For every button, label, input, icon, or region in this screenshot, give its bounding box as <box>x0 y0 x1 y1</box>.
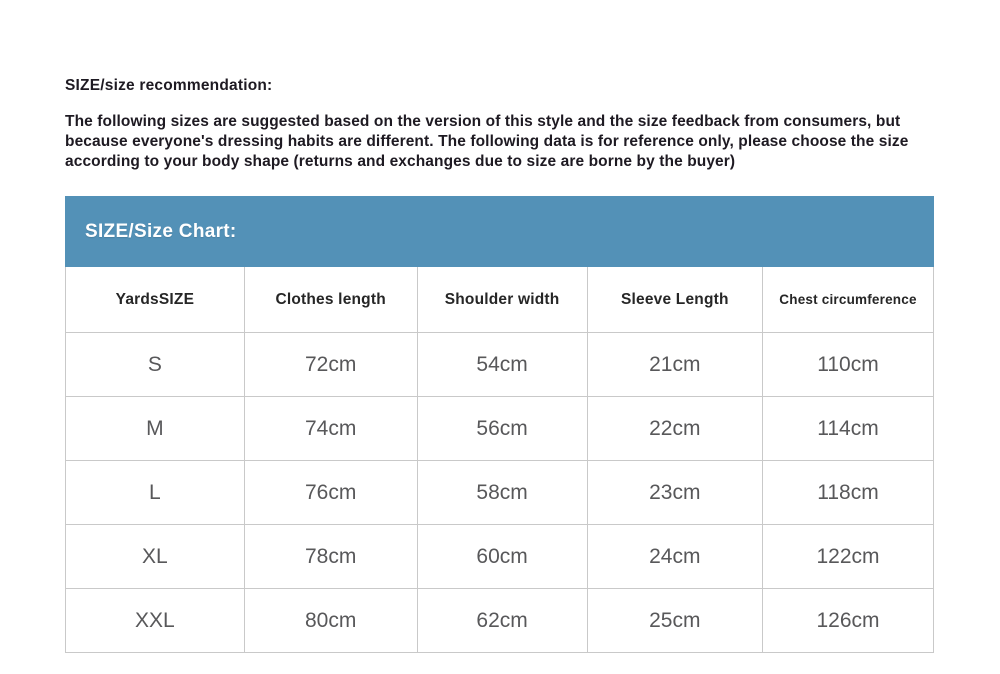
table-row-m: M 74cm 56cm 22cm 114cm <box>65 396 935 461</box>
cell-shoulder-width: 62cm <box>416 588 588 653</box>
size-guide-content: SIZE/size recommendation: The following … <box>65 0 935 653</box>
column-header-size: YardsSIZE <box>65 267 245 333</box>
cell-clothes-length: 78cm <box>243 524 418 589</box>
column-header-clothes-length: Clothes length <box>243 267 418 333</box>
column-header-shoulder-width: Shoulder width <box>416 267 588 333</box>
cell-sleeve-length: 22cm <box>586 396 763 461</box>
cell-sleeve-length: 21cm <box>586 332 763 397</box>
cell-clothes-length: 76cm <box>243 460 418 525</box>
size-chart-table: YardsSIZE Clothes length Shoulder width … <box>65 267 935 653</box>
size-chart-header-bar: SIZE/Size Chart: <box>65 196 934 267</box>
cell-sleeve-length: 23cm <box>586 460 763 525</box>
cell-clothes-length: 80cm <box>243 588 418 653</box>
table-row-xxl: XXL 80cm 62cm 25cm 126cm <box>65 588 935 653</box>
cell-size: M <box>65 396 245 461</box>
table-row-l: L 76cm 58cm 23cm 118cm <box>65 460 935 525</box>
cell-chest-circumference: 118cm <box>761 460 935 525</box>
cell-shoulder-width: 54cm <box>416 332 588 397</box>
cell-shoulder-width: 58cm <box>416 460 588 525</box>
table-row-s: S 72cm 54cm 21cm 110cm <box>65 332 935 397</box>
cell-sleeve-length: 25cm <box>586 588 763 653</box>
cell-shoulder-width: 60cm <box>416 524 588 589</box>
cell-chest-circumference: 114cm <box>761 396 935 461</box>
cell-sleeve-length: 24cm <box>586 524 763 589</box>
cell-chest-circumference: 110cm <box>761 332 935 397</box>
cell-chest-circumference: 122cm <box>761 524 935 589</box>
size-chart-header-label: SIZE/Size Chart: <box>85 220 237 242</box>
cell-size: S <box>65 332 245 397</box>
column-header-sleeve-length: Sleeve Length <box>586 267 763 333</box>
table-row-xl: XL 78cm 60cm 24cm 122cm <box>65 524 935 589</box>
size-recommendation-text: The following sizes are suggested based … <box>65 113 909 170</box>
cell-chest-circumference: 126cm <box>761 588 935 653</box>
cell-shoulder-width: 56cm <box>416 396 588 461</box>
column-header-chest-circumference: Chest circumference <box>761 267 935 333</box>
cell-clothes-length: 74cm <box>243 396 418 461</box>
cell-size: XXL <box>65 588 245 653</box>
cell-size: L <box>65 460 245 525</box>
page-title: SIZE/size recommendation: <box>65 77 273 94</box>
cell-clothes-length: 72cm <box>243 332 418 397</box>
cell-size: XL <box>65 524 245 589</box>
table-header-row: YardsSIZE Clothes length Shoulder width … <box>65 267 935 333</box>
